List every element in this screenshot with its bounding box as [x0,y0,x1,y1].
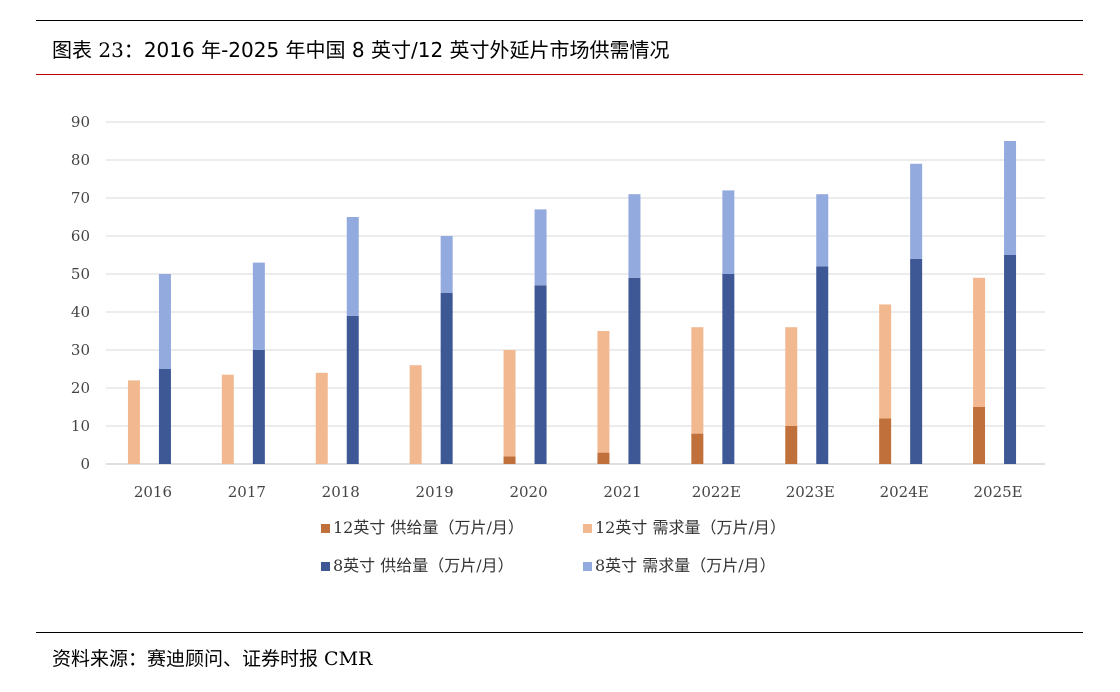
bar-segment [503,456,516,464]
y-tick-label: 0 [80,455,90,473]
bar-segment [628,277,641,464]
y-tick-label: 70 [71,189,90,207]
bar-segment [691,433,704,464]
legend: 12英寸 供给量（万片/月） 12英寸 需求量（万片/月） 8英寸 供给量（万片/月… [321,518,786,575]
y-tick-label: 20 [71,379,90,397]
bar-segment [440,293,453,464]
x-tick-label: 2025E [973,483,1022,501]
bar-segment [440,236,453,293]
bar-segment [785,327,798,426]
x-tick-label: 2016 [134,483,172,501]
bar-segment [534,209,547,286]
source-note: 资料来源：赛迪顾问、证券时报 CMR [52,648,373,670]
gridlines [106,121,1045,465]
bar-segment [785,426,798,464]
bar-segment [158,369,171,464]
legend-label: 12英寸 需求量（万片/月） [595,518,786,537]
bar-segment [503,350,516,457]
bar-segment [722,274,735,464]
x-tick-label: 2021 [603,483,641,501]
legend-swatch [321,562,330,571]
legend-swatch [321,524,330,533]
bar-segment [973,407,986,464]
y-tick-label: 60 [71,227,90,245]
bar-segment [910,258,923,464]
bar-segment [816,266,829,464]
x-tick-label: 2022E [692,483,741,501]
x-tick-label: 2018 [322,483,360,501]
x-axis-labels: 2016 2017 2018 2019 2020 2021 2022E 2023E 2024E 2… [134,483,1023,501]
bar-segment [1004,255,1017,464]
bar-segment [879,418,892,464]
y-tick-label: 80 [71,151,90,169]
legend-label: 8英寸 需求量（万片/月） [595,556,776,575]
y-tick-label: 10 [71,417,90,435]
bar-segment [879,304,892,419]
bar-segment [534,285,547,464]
y-tick-label: 90 [71,113,90,131]
bar-segment [158,274,171,369]
y-axis-ticks: 0 10 20 30 40 50 60 70 80 90 [71,113,90,473]
legend-swatch [583,562,592,571]
bar-segment [816,194,829,267]
title-underline [36,74,1083,75]
bar-segment [973,277,986,407]
legend-label: 12英寸 供给量（万片/月） [333,518,524,537]
legend-swatch [583,524,592,533]
bar-segment [691,327,704,434]
bar-segment [346,315,359,464]
bar-segment [252,262,265,350]
figure-title-text: 2016 年-2025 年中国 8 英寸/12 英寸外延片市场供需情况 [143,38,670,62]
bar-segment [1004,141,1017,255]
bars [127,141,1017,464]
bar-segment [597,452,610,464]
bar-segment [346,217,359,316]
bar-segment [722,190,735,274]
bar-segment [597,331,610,453]
y-tick-label: 30 [71,341,90,359]
legend-label: 8英寸 供给量（万片/月） [333,556,514,575]
y-tick-label: 50 [71,265,90,283]
bar-segment [252,350,265,464]
x-tick-label: 2019 [416,483,454,501]
figure-number: 图表 23： [52,38,144,62]
y-tick-label: 40 [71,303,90,321]
top-rule [36,20,1083,21]
bar-segment [409,365,422,464]
x-tick-label: 2024E [880,483,929,501]
bar-segment [315,372,328,464]
source-rule [36,632,1083,633]
bar-segment [628,194,641,278]
bar-segment [127,380,140,464]
x-tick-label: 2017 [228,483,266,501]
figure-title: 图表 23：2016 年-2025 年中国 8 英寸/12 英寸外延片市场供需情… [52,34,670,63]
bar-segment [910,163,923,259]
x-tick-label: 2020 [509,483,547,501]
bar-segment [221,374,234,464]
x-tick-label: 2023E [786,483,835,501]
